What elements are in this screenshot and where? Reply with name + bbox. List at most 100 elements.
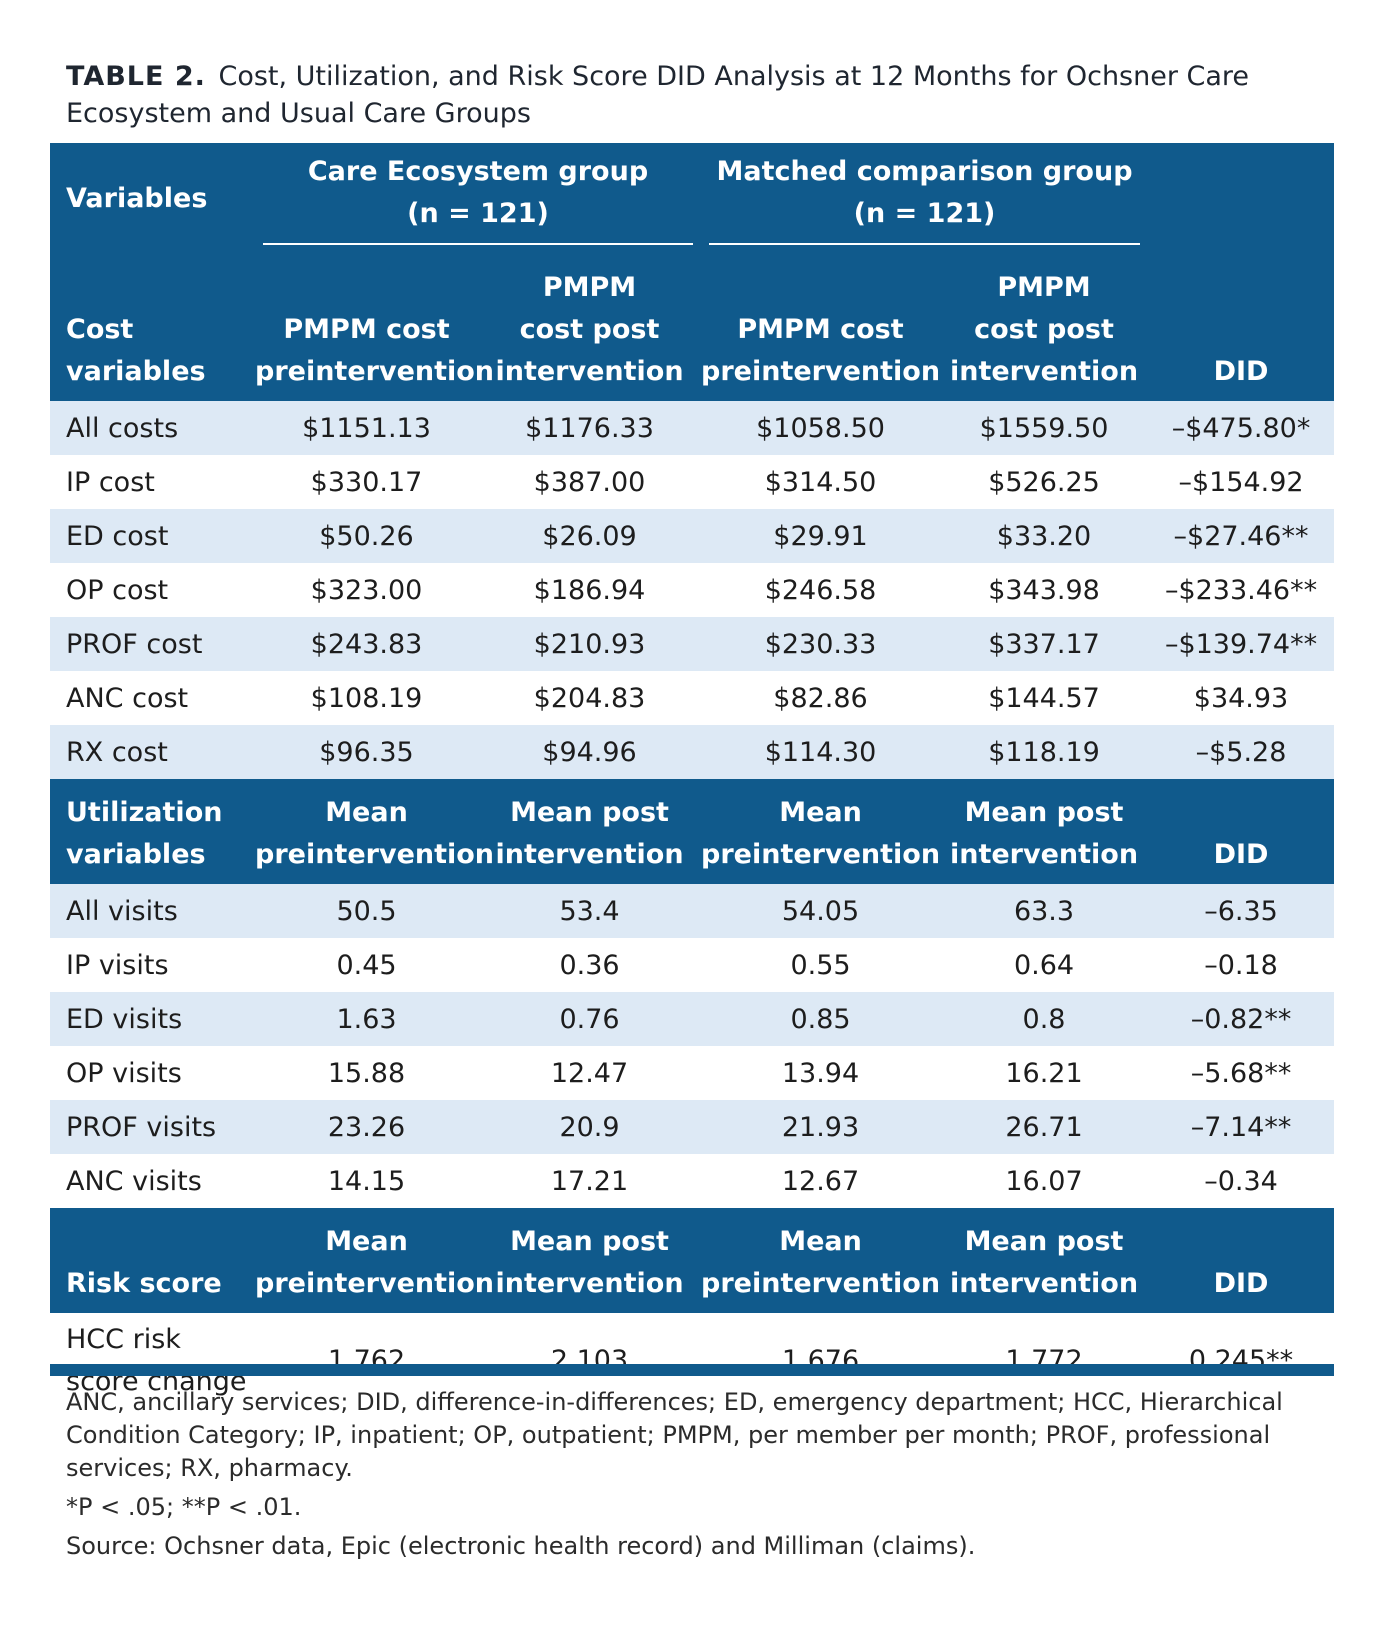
table-row: PROF cost $243.83 $210.93 $230.33 $337.1… xyxy=(50,617,1335,671)
cost-label-line2: variables xyxy=(66,356,206,387)
table-row: ED cost $50.26 $26.09 $29.91 $33.20 –$27… xyxy=(50,509,1335,563)
header-text: Mean post xyxy=(964,797,1124,828)
did-header: DID xyxy=(1148,779,1335,884)
header-text: intervention xyxy=(495,356,684,387)
cell: 16.07 xyxy=(940,1154,1149,1208)
cell: $29.91 xyxy=(701,509,941,563)
mc-mean-post-header: Mean post intervention xyxy=(940,1208,1149,1313)
table-label: TABLE 2. xyxy=(66,61,206,92)
utilization-header-row: Utilization variables Mean preinterventi… xyxy=(50,779,1335,884)
row-label: ED visits xyxy=(50,992,255,1046)
cell: $343.98 xyxy=(940,563,1149,617)
cell: 26.71 xyxy=(940,1100,1149,1154)
row-label: ANC visits xyxy=(50,1154,255,1208)
matched-comparison-group-header: Matched comparison group (n = 121) xyxy=(701,143,1149,253)
cell: $243.83 xyxy=(255,617,478,671)
cell: 0.76 xyxy=(478,992,702,1046)
cell: 0.85 xyxy=(701,992,941,1046)
header-text: Mean post xyxy=(510,797,669,828)
header-text: PMPM cost xyxy=(737,314,904,345)
row-label: PROF visits xyxy=(50,1100,255,1154)
did-cell: –$27.46** xyxy=(1148,509,1335,563)
cell: 12.67 xyxy=(701,1154,941,1208)
header-text: preintervention xyxy=(701,839,941,870)
table-footnotes: ANC, ancillary services; DID, difference… xyxy=(66,1386,1346,1569)
row-label: All visits xyxy=(50,884,255,938)
cell: 1.772 xyxy=(940,1313,1149,1409)
cell: 0.64 xyxy=(940,938,1149,992)
cell: 21.93 xyxy=(701,1100,941,1154)
row-label: IP cost xyxy=(50,455,255,509)
header-text: PMPM xyxy=(997,272,1091,303)
row-label: OP visits xyxy=(50,1046,255,1100)
did-cell: –$5.28 xyxy=(1148,725,1335,779)
header-text: Mean xyxy=(779,797,862,828)
cell: 17.21 xyxy=(478,1154,702,1208)
table-row: IP visits 0.45 0.36 0.55 0.64 –0.18 xyxy=(50,938,1335,992)
cell: $114.30 xyxy=(701,725,941,779)
cell: 63.3 xyxy=(940,884,1149,938)
table-row: ANC visits 14.15 17.21 12.67 16.07 –0.34 xyxy=(50,1154,1335,1208)
cell: $387.00 xyxy=(478,455,702,509)
cell: $1176.33 xyxy=(478,401,702,455)
did-cell: –0.18 xyxy=(1148,938,1335,992)
header-text: intervention xyxy=(949,356,1139,387)
cell: 0.45 xyxy=(255,938,478,992)
did-cell: –5.68** xyxy=(1148,1046,1335,1100)
cell: $323.00 xyxy=(255,563,478,617)
ce-mean-pre-header: Mean preintervention xyxy=(255,779,494,884)
cell: 54.05 xyxy=(701,884,941,938)
cell: $314.50 xyxy=(701,455,941,509)
utilization-variables-header: Utilization variables xyxy=(50,779,255,884)
mc-mean-post-header: Mean post intervention xyxy=(940,779,1149,884)
header-text: cost post xyxy=(974,314,1114,345)
table-bottom-rule xyxy=(50,1364,1334,1376)
cell: $1151.13 xyxy=(255,401,478,455)
cell: $96.35 xyxy=(255,725,478,779)
cell: 1.63 xyxy=(255,992,478,1046)
risk-score-header: Risk score xyxy=(50,1208,255,1313)
mc-pmpm-post-header: PMPM cost post intervention xyxy=(940,253,1149,401)
row-label: IP visits xyxy=(50,938,255,992)
did-cell: –0.82** xyxy=(1148,992,1335,1046)
ce-pmpm-post-header: PMPM cost post intervention xyxy=(478,253,702,401)
cell: 0.8 xyxy=(940,992,1149,1046)
group-header-row: Variables Care Ecosystem group (n = 121)… xyxy=(50,143,1335,253)
ce-pmpm-pre-header: PMPM cost preintervention xyxy=(255,253,494,401)
table-title: TABLE 2. Cost, Utilization, and Risk Sco… xyxy=(66,58,1356,132)
group1-n: (n = 121) xyxy=(407,198,549,229)
cell: $108.19 xyxy=(255,671,478,725)
row-label-line1: HCC risk xyxy=(66,1324,181,1355)
ce-mean-pre-header: Mean preintervention xyxy=(255,1208,494,1313)
cell: 2.103 xyxy=(478,1313,702,1409)
header-text: Utilization xyxy=(66,797,223,828)
row-label: ED cost xyxy=(50,509,255,563)
did-cell: –7.14** xyxy=(1148,1100,1335,1154)
cell: $118.19 xyxy=(940,725,1149,779)
source-note: Source: Ochsner data, Epic (electronic h… xyxy=(66,1532,976,1560)
mc-mean-pre-header: Mean preintervention xyxy=(701,1208,940,1313)
header-text: intervention xyxy=(949,839,1139,870)
group2-n: (n = 121) xyxy=(853,198,996,229)
table-row: OP visits 15.88 12.47 13.94 16.21 –5.68*… xyxy=(50,1046,1335,1100)
did-cell: –$154.92 xyxy=(1148,455,1335,509)
table-row: All costs $1151.13 $1176.33 $1058.50 $15… xyxy=(50,401,1335,455)
cell: $330.17 xyxy=(255,455,478,509)
cell: 0.55 xyxy=(701,938,941,992)
cell: 13.94 xyxy=(701,1046,941,1100)
cell: $204.83 xyxy=(478,671,702,725)
table-row: ANC cost $108.19 $204.83 $82.86 $144.57 … xyxy=(50,671,1335,725)
header-text: Mean post xyxy=(964,1226,1124,1257)
cell: $186.94 xyxy=(478,563,702,617)
cell: 23.26 xyxy=(255,1100,478,1154)
abbreviations-note: ANC, ancillary services; DID, difference… xyxy=(66,1388,1283,1482)
cell: 0.36 xyxy=(478,938,702,992)
group1-title: Care Ecosystem group xyxy=(307,156,649,187)
cell: 53.4 xyxy=(478,884,702,938)
cost-label-line1: Cost xyxy=(66,314,134,345)
cell: $230.33 xyxy=(701,617,941,671)
did-header: DID xyxy=(1148,253,1335,401)
header-text: PMPM xyxy=(542,272,637,303)
cell: 16.21 xyxy=(940,1046,1149,1100)
table-row: PROF visits 23.26 20.9 21.93 26.71 –7.14… xyxy=(50,1100,1335,1154)
